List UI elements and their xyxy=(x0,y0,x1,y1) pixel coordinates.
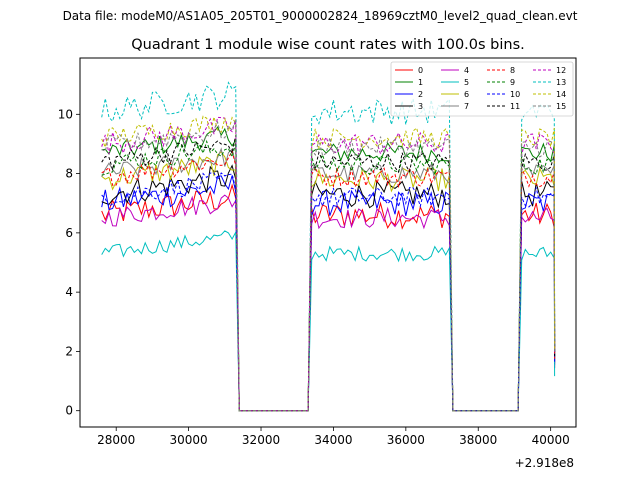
series-line-3 xyxy=(101,164,556,412)
legend-box xyxy=(390,61,574,117)
legend-label-12: 12 xyxy=(556,66,566,75)
legend-label-1: 1 xyxy=(418,78,423,87)
axes-frame xyxy=(79,57,577,428)
series-line-10 xyxy=(101,172,556,412)
x-tick-label: 28000 xyxy=(97,433,135,447)
series-line-2 xyxy=(101,175,556,412)
legend-label-15: 15 xyxy=(556,102,566,111)
chart-title: Quadrant 1 module wise count rates with … xyxy=(131,37,525,53)
legend-label-9: 9 xyxy=(510,78,515,87)
x-tick-label: 38000 xyxy=(459,433,497,447)
legend-label-2: 2 xyxy=(418,90,423,99)
series-line-5 xyxy=(101,230,556,412)
series-line-13 xyxy=(101,81,556,412)
series-line-6 xyxy=(101,151,556,412)
series-line-0 xyxy=(101,183,556,412)
legend-label-8: 8 xyxy=(510,66,515,75)
series-line-7 xyxy=(101,147,556,412)
legend-label-14: 14 xyxy=(556,90,566,99)
series-line-4 xyxy=(101,194,556,412)
y-tick-label: 0 xyxy=(65,404,73,418)
y-axis: 0 2 4 6 8 10 xyxy=(58,107,80,418)
plot-lines xyxy=(101,81,556,412)
x-tick-label: 32000 xyxy=(242,433,280,447)
chart-suptitle: Data file: modeM0/AS1A05_205T01_90000028… xyxy=(63,9,578,23)
legend-label-10: 10 xyxy=(510,90,520,99)
x-tick-label: 36000 xyxy=(387,433,425,447)
legend-label-6: 6 xyxy=(464,90,469,99)
series-line-15 xyxy=(101,118,556,412)
y-tick-label: 8 xyxy=(65,167,73,181)
legend-label-0: 0 xyxy=(418,66,423,75)
legend-label-7: 7 xyxy=(464,102,469,111)
legend-label-3: 3 xyxy=(418,102,423,111)
series-line-12 xyxy=(101,116,556,412)
series-line-8 xyxy=(101,149,556,412)
series-line-14 xyxy=(101,115,556,412)
y-tick-label: 4 xyxy=(65,285,73,299)
y-tick-label: 6 xyxy=(65,226,73,240)
legend-label-13: 13 xyxy=(556,78,566,87)
x-axis: 28000 30000 32000 34000 36000 38000 40000 xyxy=(97,427,570,447)
legend-label-5: 5 xyxy=(464,78,469,87)
legend-label-4: 4 xyxy=(464,66,469,75)
legend-label-11: 11 xyxy=(510,102,520,111)
y-tick-label: 10 xyxy=(58,107,73,121)
series-line-1 xyxy=(101,126,556,412)
x-offset-label: +2.918e8 xyxy=(515,456,574,470)
x-tick-label: 34000 xyxy=(314,433,352,447)
x-tick-label: 30000 xyxy=(170,433,208,447)
x-tick-label: 40000 xyxy=(532,433,570,447)
y-tick-label: 2 xyxy=(65,344,73,358)
series-line-11 xyxy=(101,135,556,412)
